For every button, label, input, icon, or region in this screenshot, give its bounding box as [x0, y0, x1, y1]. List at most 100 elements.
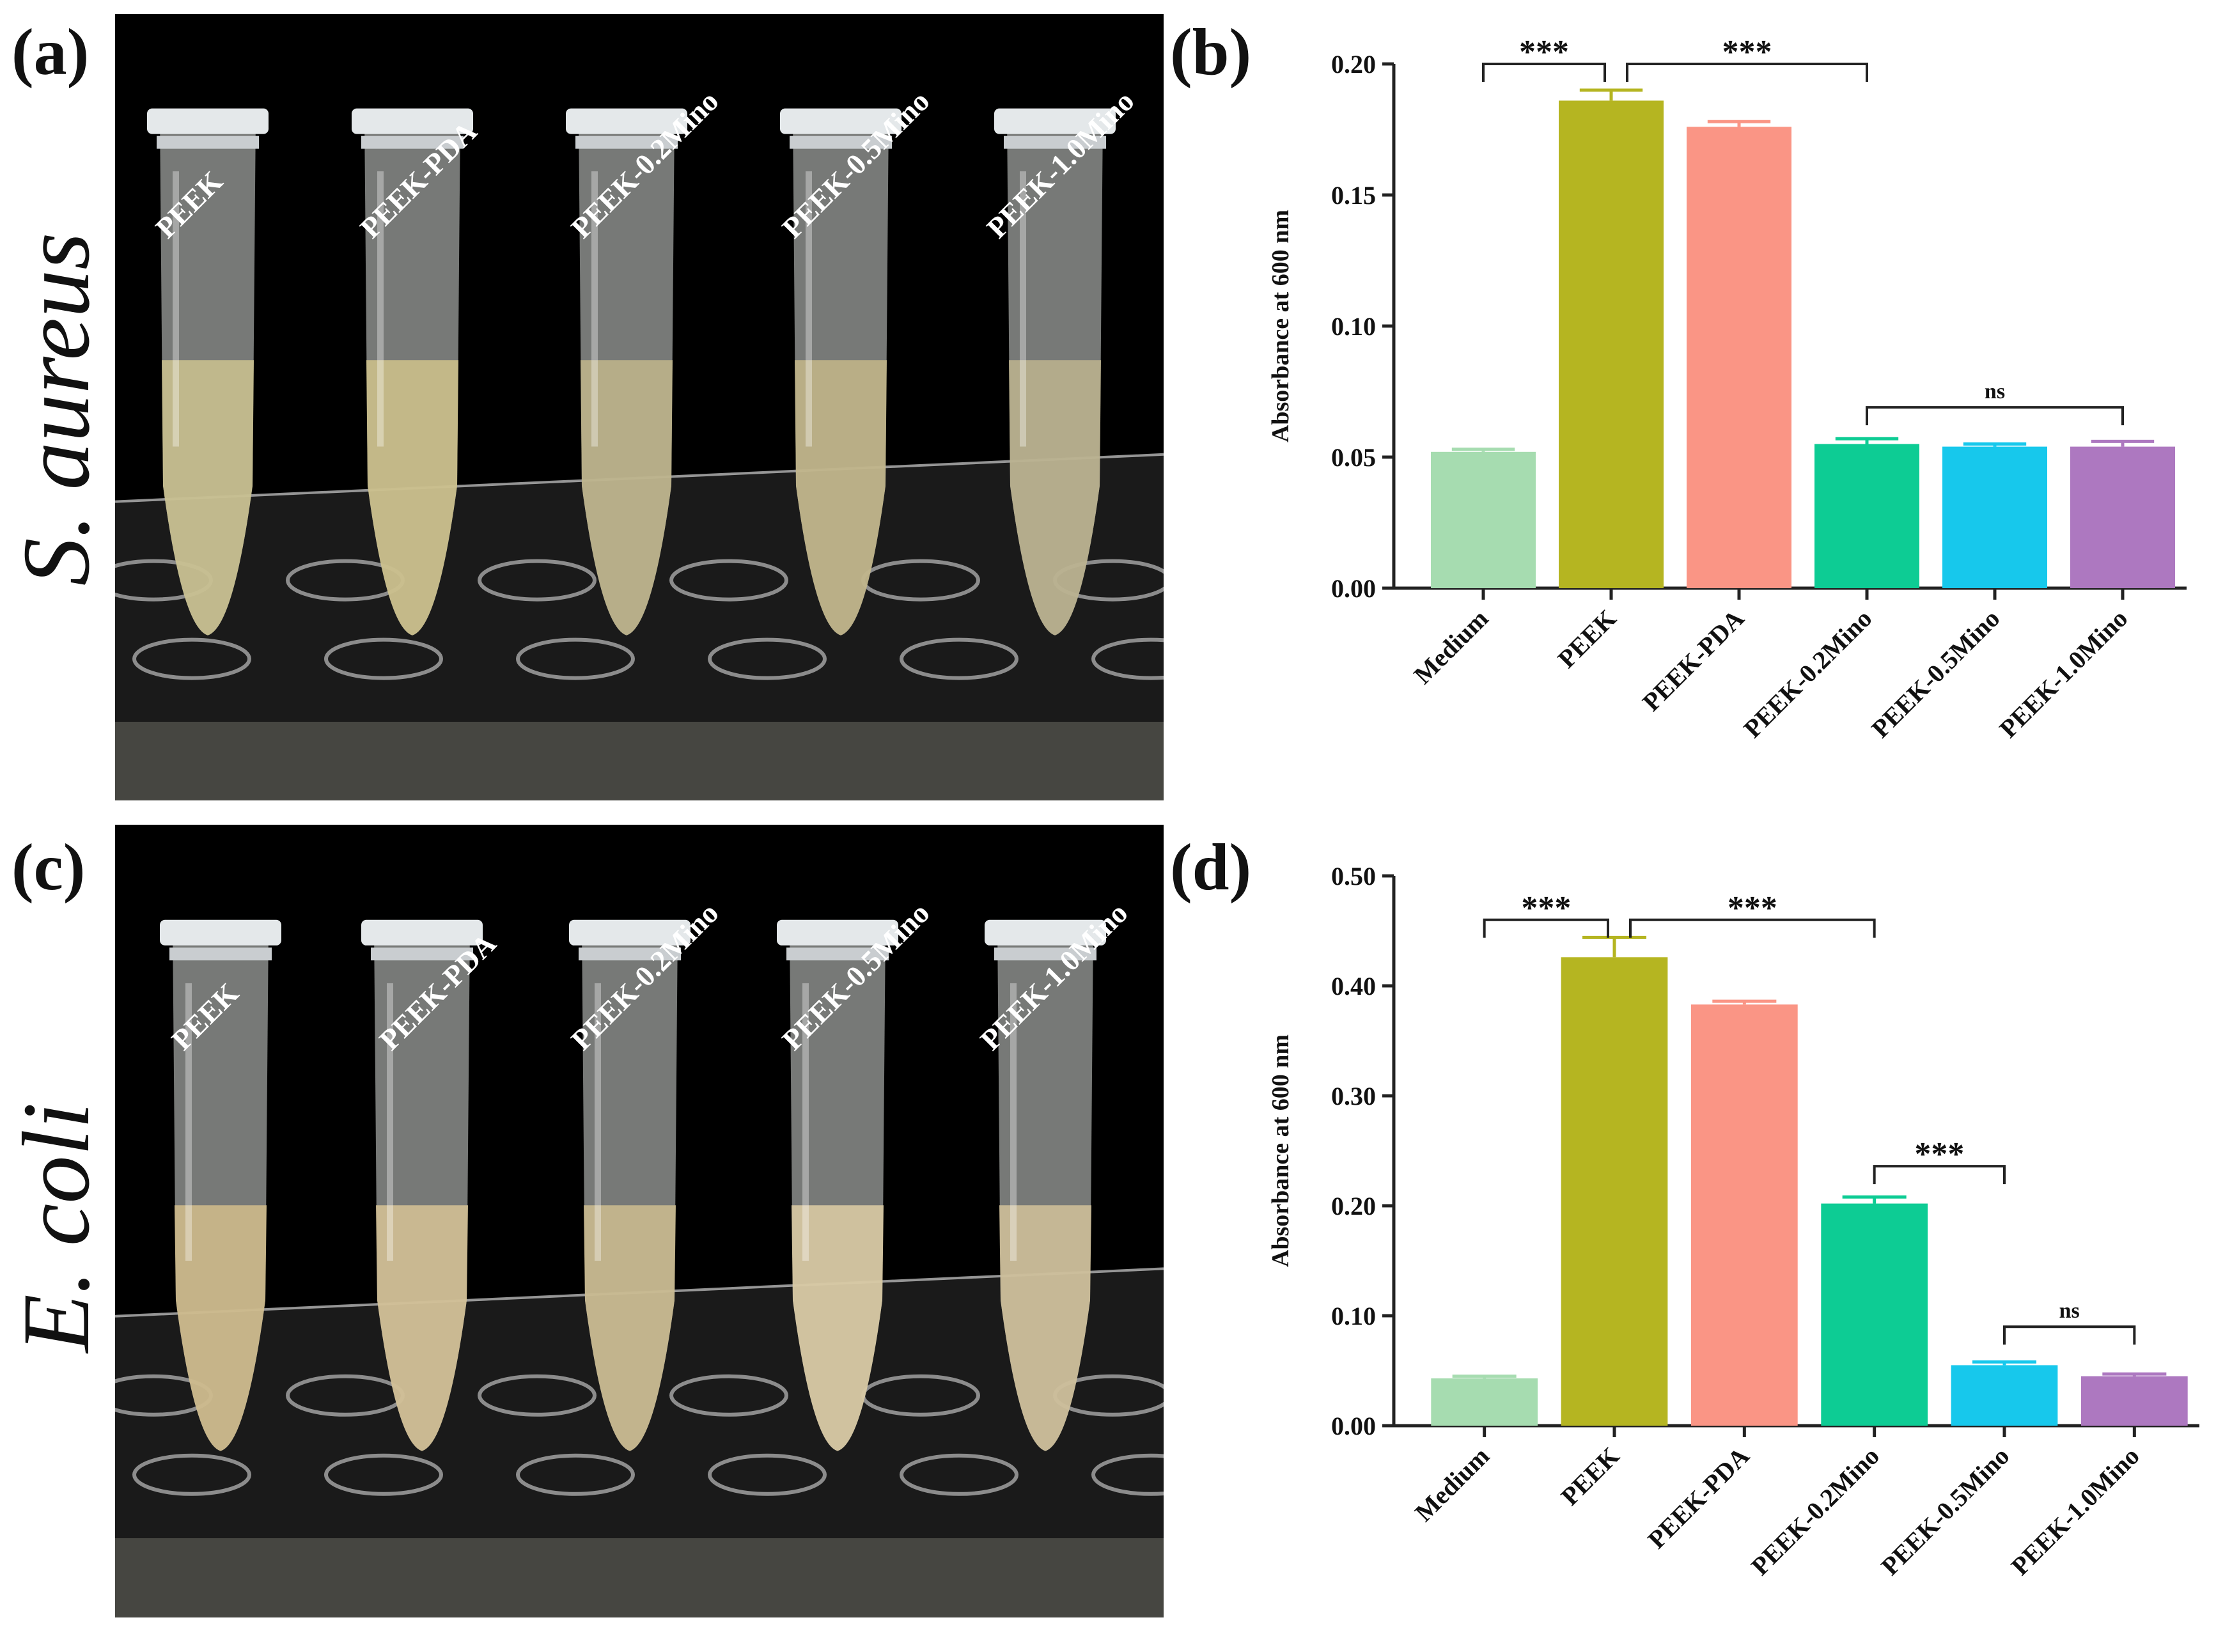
tube-cap: [566, 108, 687, 134]
x-tick-label: PEEK-0.5Mino: [1875, 1442, 2015, 1581]
tube: [777, 919, 898, 1451]
tube: [569, 919, 691, 1451]
tube-cap: [352, 108, 473, 134]
significance-label: ns: [1985, 380, 2005, 403]
tube-liquid: [792, 1205, 884, 1451]
rack-well: [132, 1453, 251, 1496]
tube-highlight: [595, 983, 601, 1261]
significance-bracket: [1483, 918, 1609, 938]
significance-label: ns: [2059, 1299, 2080, 1323]
bar-peek-1-0mino: [2070, 446, 2175, 588]
tube-cap-rim: [1004, 136, 1106, 149]
species-label-bottom: E. coli: [3, 1102, 109, 1353]
rack-well: [516, 637, 635, 680]
panel-label-b: (b): [1170, 15, 1252, 89]
bar-peek-0-2mino: [1821, 1203, 1928, 1426]
y-tick-label: 0.50: [1331, 862, 1376, 891]
x-tick-label: PEEK-0.2Mino: [1738, 604, 1877, 744]
tube-liquid: [376, 1205, 468, 1451]
tube-highlight: [387, 983, 393, 1261]
tube: [566, 108, 687, 635]
x-tick-label: PEEK-1.0Mino: [2006, 1442, 2145, 1581]
rack-well: [132, 637, 251, 680]
tube-liquid: [581, 360, 673, 635]
y-tick-label: 0.10: [1331, 1302, 1376, 1330]
y-tick-label: 0.00: [1331, 1412, 1376, 1440]
rack-well: [900, 637, 1018, 680]
x-tick-label: PEEK: [1556, 1442, 1625, 1511]
rack-well: [516, 1453, 635, 1496]
y-tick-label: 0.15: [1331, 181, 1376, 210]
tube-cap-rim: [790, 136, 892, 149]
tube-highlight: [173, 171, 179, 447]
significance-label: ***: [1519, 34, 1569, 70]
tube-cap-rim: [157, 136, 259, 149]
y-tick-label: 0.10: [1331, 312, 1376, 341]
rack-well: [708, 1453, 827, 1496]
rack-well: [708, 637, 827, 680]
significance-label: ***: [1914, 1136, 1964, 1173]
rack-well: [1091, 1453, 1164, 1496]
significance-bracket: [1482, 63, 1606, 82]
rack-well: [669, 559, 788, 602]
rack-well: [669, 1374, 788, 1417]
rack-front: [115, 722, 1164, 800]
tube: [994, 108, 1116, 635]
x-tick-label: PEEK-PDA: [1637, 604, 1749, 716]
rack-plate: [115, 1268, 1164, 1617]
x-tick-label: Medium: [1409, 1442, 1495, 1527]
tube-cap-rim: [994, 947, 1096, 961]
tube-liquid: [999, 1205, 1091, 1451]
chart-d-svg: 0.00 0.10 0.20 0.30 0.40 0.50 Absorbance at 60…: [1267, 862, 2199, 1581]
rack-well: [324, 637, 443, 680]
y-tick-label: 0.40: [1331, 972, 1376, 1001]
tube-cap: [361, 919, 483, 946]
bar-peek-pda: [1687, 127, 1791, 588]
tube-liquid: [795, 360, 887, 635]
tube-liquid: [584, 1205, 676, 1451]
tube: [361, 919, 483, 1451]
tube: [780, 108, 901, 635]
bar-peek-0-5mino: [1942, 446, 2047, 588]
rack-well: [1091, 637, 1164, 680]
tube-rack-illustration: [115, 108, 1164, 800]
rack-front: [115, 1538, 1164, 1617]
tube-cap-rim: [786, 947, 889, 961]
tube-liquid: [162, 360, 254, 635]
x-tick-label: PEEK-0.2Mino: [1745, 1442, 1885, 1581]
tube: [147, 108, 269, 635]
y-axis-label: Absorbance at 600 nm: [1267, 1034, 1294, 1267]
tube-cap: [780, 108, 901, 134]
bar-medium: [1431, 451, 1536, 588]
significance-label: ***: [1521, 890, 1571, 926]
bar-peek: [1561, 957, 1668, 1426]
panel-label-a: (a): [12, 15, 90, 89]
tube-highlight: [806, 171, 812, 447]
tube-cap: [160, 919, 281, 946]
bar-peek-pda: [1690, 1004, 1798, 1426]
tube-cap: [994, 108, 1116, 134]
tube-highlight: [185, 983, 192, 1261]
x-tick-label: PEEK-1.0Mino: [1994, 604, 2133, 744]
tube-liquid: [175, 1205, 267, 1451]
x-tick-label: PEEK: [1552, 604, 1622, 674]
tube-liquid: [1009, 360, 1101, 635]
tube-highlight: [591, 171, 598, 447]
tube: [352, 108, 473, 635]
species-label-top: S. aureus: [3, 232, 109, 586]
y-tick-label: 0.20: [1331, 1192, 1376, 1220]
chart-b-svg: 0.00 0.05 0.10 0.15 0.20 Absorbance at 600 nm…: [1267, 34, 2187, 744]
tube-cap-rim: [361, 136, 464, 149]
y-tick-label: 0.00: [1331, 574, 1376, 603]
tube-cap: [777, 919, 898, 946]
chart-d: 0.00 0.10 0.20 0.30 0.40 0.50 Absorbance at 60…: [1189, 825, 2216, 1649]
significance-label: ***: [1728, 890, 1777, 926]
rack-well: [900, 1453, 1018, 1496]
tube-rack-illustration: [115, 919, 1164, 1617]
significance-bracket: [1629, 918, 1876, 938]
significance-bracket: [1873, 1165, 2006, 1185]
tube: [160, 919, 281, 1451]
y-tick-label: 0.05: [1331, 443, 1376, 472]
x-tick-label: PEEK-0.5Mino: [1866, 604, 2005, 744]
rack-well: [478, 1374, 597, 1417]
